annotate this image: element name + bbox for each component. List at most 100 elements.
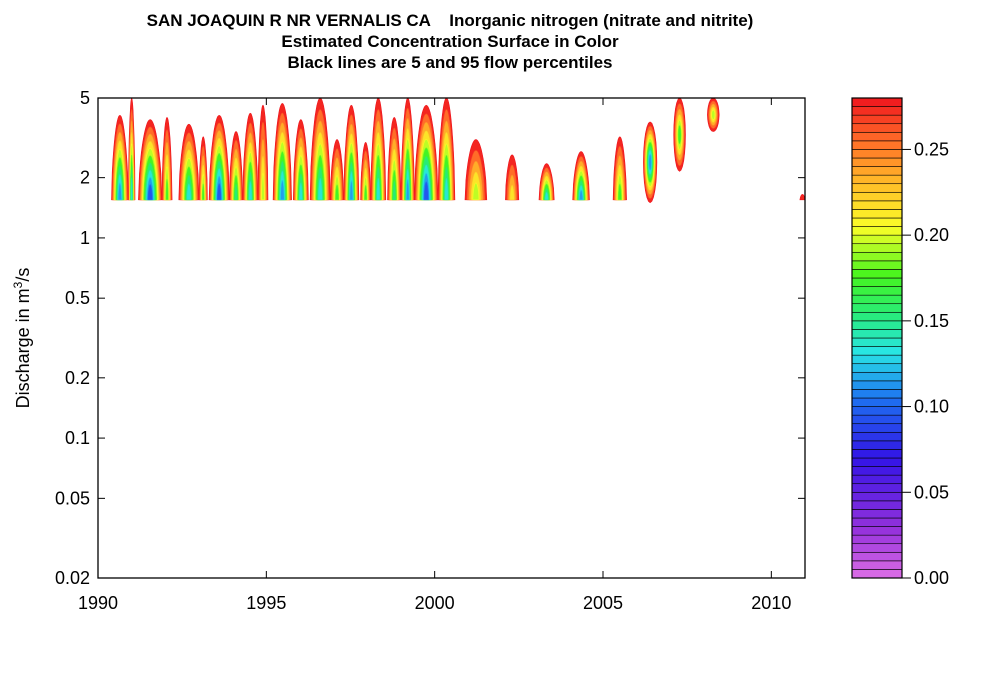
surface-feature — [208, 114, 230, 201]
x-tick-label: 1995 — [246, 593, 286, 613]
surface-contour-band — [349, 180, 354, 201]
surface-feature — [242, 112, 259, 201]
colorbar-tick-label: 0.05 — [914, 482, 949, 502]
plot-frame — [97, 97, 806, 579]
surface-contour-band — [335, 184, 340, 201]
colorbar-swatch — [851, 106, 903, 116]
surface-contour-band — [579, 189, 584, 201]
surface-feature — [161, 116, 173, 201]
colorbar-swatch — [851, 183, 903, 193]
colorbar-swatch — [851, 534, 903, 545]
surface-feature — [127, 98, 136, 201]
colorbar-swatch — [851, 483, 903, 493]
colorbar-swatch — [851, 517, 903, 527]
surface-contour-band — [799, 194, 805, 201]
y-tick-label: 0.5 — [65, 288, 90, 308]
colorbar-swatch — [851, 500, 903, 510]
y-tick-label: 0.1 — [65, 428, 90, 448]
colorbar-swatch — [851, 243, 903, 253]
surface-feature — [292, 119, 309, 201]
surface-feature — [370, 98, 387, 201]
surface-feature — [400, 98, 415, 201]
colorbar-swatch — [851, 526, 903, 536]
colorbar-swatch — [851, 466, 903, 476]
surface-contour-band — [509, 184, 515, 201]
colorbar-swatch — [851, 389, 903, 399]
colorbar-swatch — [851, 406, 903, 416]
y-tick-label: 2 — [80, 168, 90, 188]
surface-contour-band — [423, 181, 429, 201]
surface-feature — [538, 163, 555, 201]
y-tick-label: 1 — [80, 228, 90, 248]
surface-feature — [178, 123, 200, 201]
colorbar-swatch — [851, 363, 903, 373]
colorbar-swatch — [851, 200, 903, 210]
colorbar-swatch — [851, 311, 903, 322]
colorbar-swatch — [851, 140, 903, 150]
colorbar-swatch — [851, 209, 903, 219]
y-tick-label: 0.2 — [65, 368, 90, 388]
colorbar-swatch — [851, 543, 903, 553]
concentration-surface — [111, 98, 805, 204]
surface-feature — [437, 98, 456, 201]
surface-feature — [272, 103, 292, 201]
colorbar-swatch — [851, 457, 903, 467]
chart-title: SAN JOAQUIN R NR VERNALIS CA Inorganic n… — [146, 11, 754, 30]
colorbar-frame — [851, 97, 903, 579]
surface-contour-band — [444, 177, 449, 201]
chart-subtitle-2: Black lines are 5 and 95 flow percentile… — [287, 53, 613, 72]
colorbar-swatch — [851, 397, 903, 407]
surface-contour-band — [248, 181, 253, 201]
colorbar-swatch — [851, 294, 903, 305]
colorbar-swatch — [851, 114, 903, 125]
surface-contour-band — [234, 183, 238, 201]
surface-feature — [360, 142, 372, 201]
colorbar-swatch — [851, 337, 903, 347]
colorbar-swatch — [851, 329, 903, 339]
surface-feature — [414, 104, 439, 201]
colorbar-tick-label: 0.10 — [914, 397, 949, 417]
colorbar-swatch — [851, 166, 903, 176]
y-axis: 0.02 0.05 0.1 0.2 0.5 1 2 5 — [55, 88, 805, 588]
colorbar-swatch — [851, 551, 903, 562]
colorbar-swatch — [851, 157, 903, 167]
colorbar-swatch — [851, 431, 903, 442]
colorbar-swatch — [851, 303, 903, 313]
colorbar-swatch — [851, 174, 903, 185]
y-tick-label: 5 — [80, 88, 90, 108]
chart-title-block: SAN JOAQUIN R NR VERNALIS CA Inorganic n… — [0, 10, 900, 73]
surface-contour-band — [406, 179, 410, 201]
surface-feature — [228, 131, 244, 201]
surface-feature — [799, 194, 805, 201]
colorbar-swatch — [851, 569, 903, 579]
surface-contour-band — [201, 183, 205, 201]
surface-contour-band — [117, 182, 122, 201]
x-tick-label: 2000 — [415, 593, 455, 613]
colorbar-swatch — [851, 251, 903, 262]
surface-feature — [505, 154, 520, 201]
colorbar-swatch — [851, 277, 903, 287]
surface-contour-band — [280, 180, 285, 201]
colorbar-swatch — [851, 217, 903, 227]
colorbar-tick-label: 0.15 — [914, 311, 949, 331]
y-tick-label: 0.02 — [55, 568, 90, 588]
colorbar-swatch — [851, 269, 903, 279]
colorbar-swatch — [851, 123, 903, 133]
y-axis-label: Discharge in m3/s — [11, 268, 33, 409]
colorbar-swatch — [851, 131, 903, 142]
surface-feature — [464, 139, 488, 201]
surface-feature — [111, 114, 129, 201]
x-tick-label: 1990 — [78, 593, 118, 613]
surface-contour-band — [298, 182, 303, 201]
colorbar-swatch — [851, 491, 903, 502]
colorbar-swatch — [851, 226, 903, 236]
surface-feature — [198, 136, 208, 201]
colorbar-swatch — [851, 320, 903, 330]
surface-feature — [329, 139, 345, 201]
surface-contour-band — [147, 184, 153, 201]
surface-contour-band — [186, 183, 192, 201]
colorbar-swatch — [851, 509, 903, 519]
colorbar-swatch — [851, 449, 903, 459]
colorbar-swatch — [851, 286, 903, 296]
